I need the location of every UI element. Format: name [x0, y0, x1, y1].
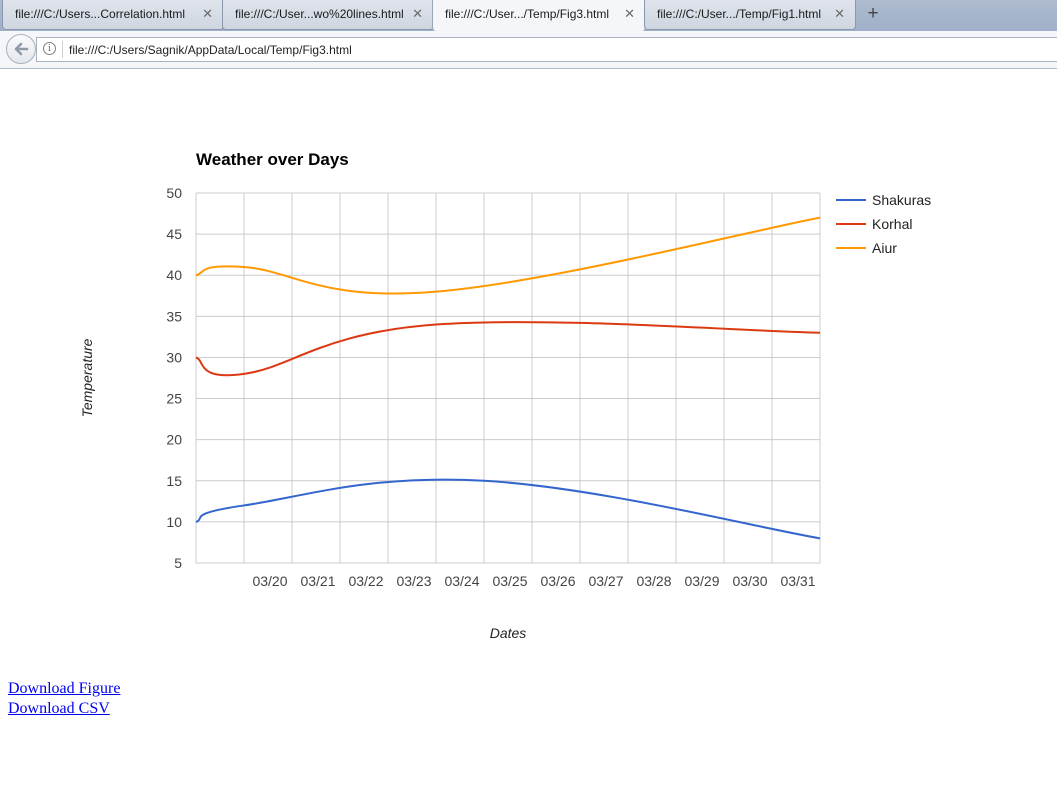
x-tick-label: 03/22 — [348, 573, 383, 589]
address-separator — [62, 41, 63, 58]
y-axis-ticks: 5 10 15 20 25 30 35 40 45 50 — [166, 185, 182, 571]
y-tick-label: 30 — [166, 349, 182, 365]
y-tick-label: 5 — [174, 555, 182, 571]
legend-label: Aiur — [872, 240, 897, 256]
y-axis-title: Temperature — [79, 338, 95, 417]
x-tick-label: 03/30 — [732, 573, 767, 589]
x-tick-label: 03/28 — [636, 573, 671, 589]
close-icon[interactable]: ✕ — [624, 6, 635, 21]
tab-fig3[interactable]: file:///C:/User.../Temp/Fig3.html ✕ — [432, 0, 646, 31]
chart-series — [195, 216, 821, 540]
x-tick-label: 03/23 — [396, 573, 431, 589]
address-bar[interactable]: i file:///C:/Users/Sagnik/AppData/Local/… — [36, 37, 1057, 62]
y-tick-label: 50 — [166, 185, 182, 201]
download-links: Download Figure Download CSV — [8, 679, 120, 719]
y-tick-label: 40 — [166, 267, 182, 283]
new-tab-button[interactable]: + — [867, 3, 879, 24]
legend-label: Shakuras — [872, 192, 931, 208]
back-button[interactable] — [6, 34, 36, 64]
x-tick-label: 03/31 — [780, 573, 815, 589]
close-icon[interactable]: ✕ — [202, 6, 213, 21]
info-icon[interactable]: i — [43, 42, 56, 55]
y-tick-label: 35 — [166, 308, 182, 324]
tab-fig1[interactable]: file:///C:/User.../Temp/Fig1.html ✕ — [644, 0, 856, 30]
x-axis-ticks: 03/20 03/21 03/22 03/23 03/24 03/25 03/26 03/27… — [252, 573, 815, 589]
x-tick-label: 03/29 — [684, 573, 719, 589]
chart-title: Weather over Days — [196, 150, 349, 169]
y-tick-label: 25 — [166, 391, 182, 407]
x-tick-label: 03/26 — [540, 573, 575, 589]
chart-grid — [195, 192, 821, 564]
download-figure-link[interactable]: Download Figure — [8, 680, 121, 697]
url-text[interactable]: file:///C:/Users/Sagnik/AppData/Local/Te… — [69, 43, 352, 57]
x-tick-label: 03/21 — [300, 573, 335, 589]
close-icon[interactable]: ✕ — [834, 6, 845, 21]
y-tick-label: 20 — [166, 432, 182, 448]
chart-legend: Shakuras Korhal Aiur — [836, 192, 931, 256]
y-tick-label: 45 — [166, 226, 182, 242]
series-line-korhal — [195, 321, 821, 377]
tab-two-lines[interactable]: file:///C:/User...wo%20lines.html ✕ — [222, 0, 434, 30]
x-axis-title: Dates — [490, 625, 527, 641]
tab-title: file:///C:/User.../Temp/Fig3.html — [445, 7, 610, 21]
series-line-shakuras — [195, 478, 821, 540]
y-tick-label: 15 — [166, 473, 182, 489]
legend-label: Korhal — [872, 216, 912, 232]
tab-bar: file:///C:/Users...Correlation.html ✕ fi… — [0, 0, 1057, 31]
back-arrow-icon — [14, 42, 29, 56]
tab-title: file:///C:/User...wo%20lines.html — [235, 7, 404, 21]
tab-correlation[interactable]: file:///C:/Users...Correlation.html ✕ — [2, 0, 224, 30]
y-tick-label: 10 — [166, 514, 182, 530]
x-tick-label: 03/27 — [588, 573, 623, 589]
x-tick-label: 03/20 — [252, 573, 287, 589]
series-line-aiur — [195, 216, 821, 295]
x-tick-label: 03/24 — [444, 573, 479, 589]
navigation-bar: i file:///C:/Users/Sagnik/AppData/Local/… — [0, 31, 1057, 69]
tab-title: file:///C:/Users...Correlation.html — [15, 7, 186, 21]
close-icon[interactable]: ✕ — [412, 6, 423, 21]
download-csv-link[interactable]: Download CSV — [8, 700, 110, 717]
line-chart: Weather over Days 5 10 15 20 25 30 35 40 45 50 03… — [79, 150, 931, 641]
tab-title: file:///C:/User.../Temp/Fig1.html — [657, 7, 822, 21]
x-tick-label: 03/25 — [492, 573, 527, 589]
